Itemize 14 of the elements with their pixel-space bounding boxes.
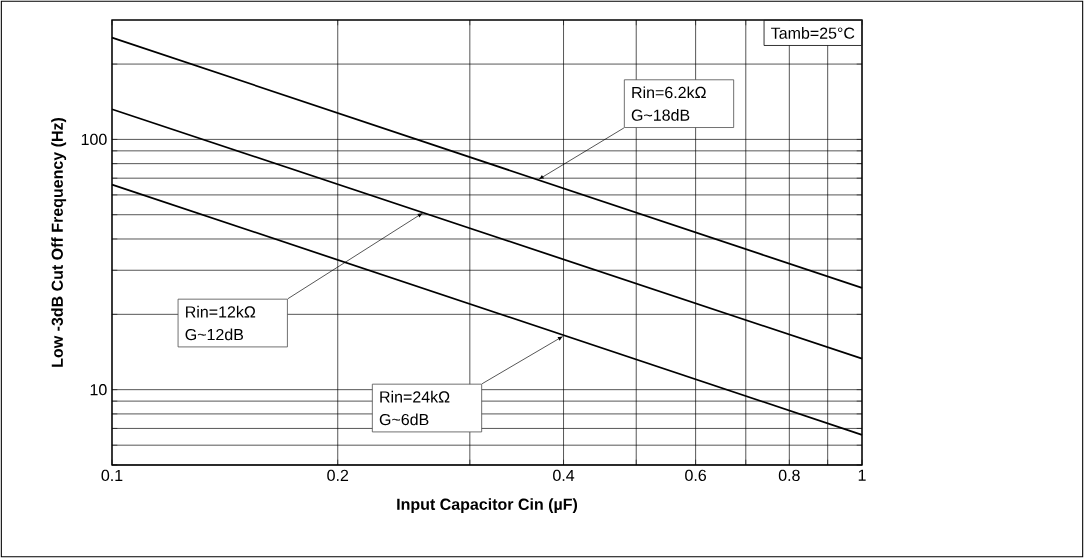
x-tick-label: 0.8 xyxy=(778,469,800,482)
x-tick-label: 0.2 xyxy=(327,469,349,482)
annotation: Rin=24kΩ G~6dB xyxy=(379,390,450,426)
x-tick-label: 0.4 xyxy=(553,469,575,482)
x-axis-title: Input Capacitor Cin (µF) xyxy=(397,498,578,514)
y-tick-label: 100 xyxy=(81,133,107,146)
y-tick-label: 10 xyxy=(90,384,107,396)
annotation: Rin=6.2kΩ G~18dB xyxy=(631,86,706,121)
annotation: Tamb=25°C xyxy=(771,27,855,39)
x-tick-label: 0.6 xyxy=(685,469,707,482)
x-tick-label: 0.1 xyxy=(101,469,123,482)
x-tick-label: 1 xyxy=(858,469,866,481)
annotation: Rin=12kΩ G~12dB xyxy=(185,305,256,341)
y-axis-title: Low -3dB Cut Off Frequency (Hz) xyxy=(51,117,67,367)
